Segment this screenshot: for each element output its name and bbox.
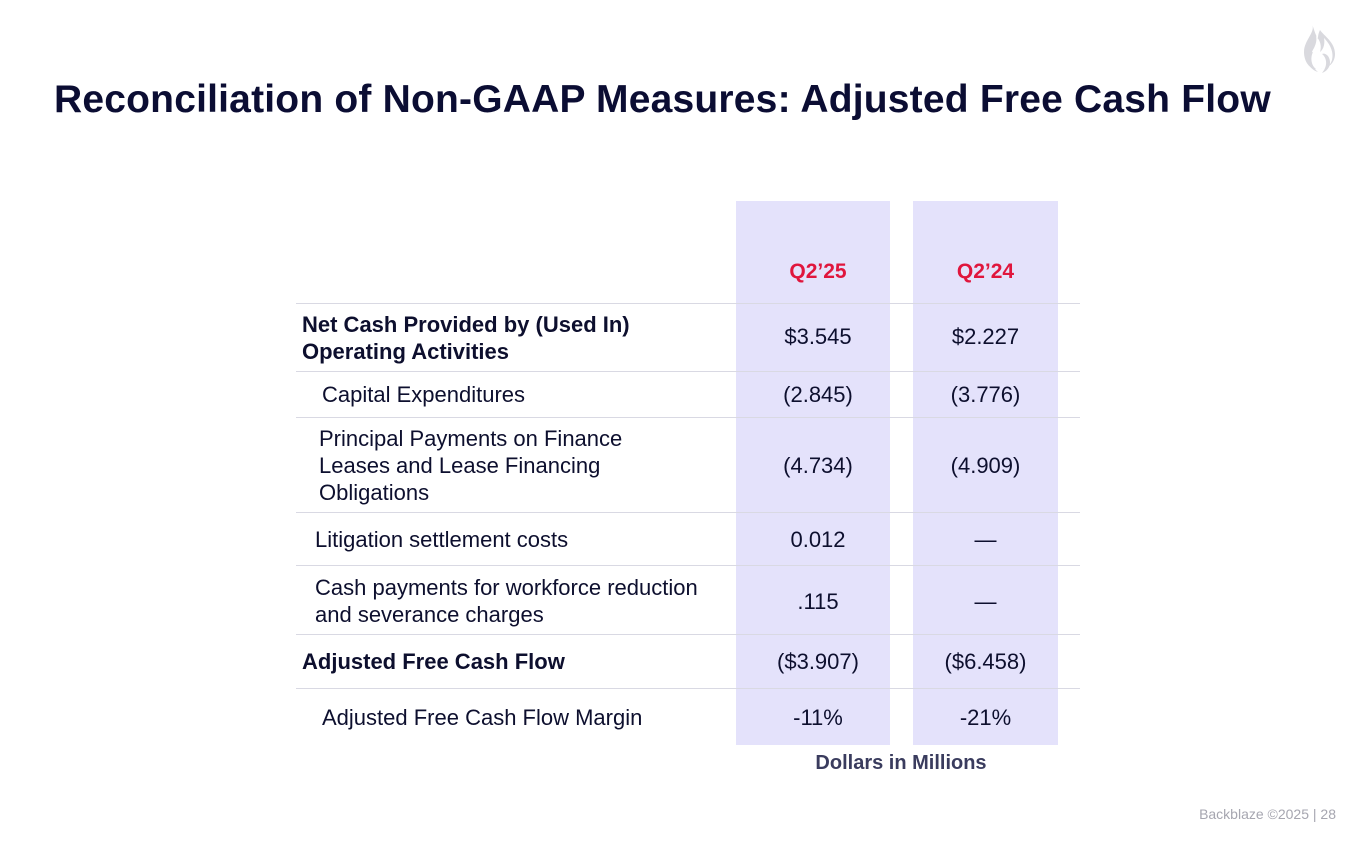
column-highlight-q2-24	[913, 201, 1058, 745]
cell-principal-q2-24: (4.909)	[950, 453, 1021, 478]
units-caption: Dollars in Millions	[815, 752, 987, 774]
row-label-litigation-settlement: Litigation settlement costs	[315, 527, 569, 552]
cell-adjusted-fcf-q2-25: ($3.907)	[777, 649, 859, 674]
cell-fcf-margin-q2-25: -11%	[793, 705, 843, 730]
footer-copyright-page-number: Backblaze ©2025 | 28	[1199, 806, 1336, 822]
row-label-principal-payments: Principal Payments on Finance Leases and…	[319, 426, 623, 505]
column-highlight-q2-25	[736, 201, 890, 745]
row-label-net-cash-operating: Net Cash Provided by (Used In) Operating…	[302, 312, 630, 364]
cell-net-cash-q2-25: $3.545	[784, 324, 852, 349]
column-header-q2-24: Q2’24	[956, 260, 1015, 283]
cell-litigation-q2-24: —	[974, 527, 997, 552]
cell-workforce-q2-24: —	[974, 589, 997, 614]
cell-principal-q2-25: (4.734)	[783, 453, 853, 478]
cell-fcf-margin-q2-24: -21%	[959, 705, 1012, 730]
cell-capex-q2-25: (2.845)	[783, 382, 853, 407]
row-label-adjusted-fcf: Adjusted Free Cash Flow	[302, 649, 565, 674]
column-header-q2-25: Q2’25	[789, 260, 847, 283]
cell-workforce-q2-25: .115	[797, 589, 839, 614]
row-divider	[296, 371, 1080, 372]
row-divider	[296, 634, 1080, 635]
row-divider	[296, 417, 1080, 418]
cell-capex-q2-24: (3.776)	[950, 382, 1021, 407]
row-label-capital-expenditures: Capital Expenditures	[322, 382, 526, 407]
page-title: Reconciliation of Non-GAAP Measures: Adj…	[54, 78, 1271, 121]
row-divider	[296, 303, 1080, 304]
cell-litigation-q2-25: 0.012	[790, 527, 846, 552]
flame-icon	[1304, 24, 1335, 73]
cell-adjusted-fcf-q2-24: ($6.458)	[944, 649, 1027, 674]
row-divider	[296, 512, 1080, 513]
cell-net-cash-q2-24: $2.227	[951, 324, 1020, 349]
row-label-adjusted-fcf-margin: Adjusted Free Cash Flow Margin	[322, 705, 643, 730]
row-label-workforce-reduction: Cash payments for workforce reduction an…	[315, 575, 698, 627]
row-divider	[296, 565, 1080, 566]
row-divider	[296, 688, 1080, 689]
